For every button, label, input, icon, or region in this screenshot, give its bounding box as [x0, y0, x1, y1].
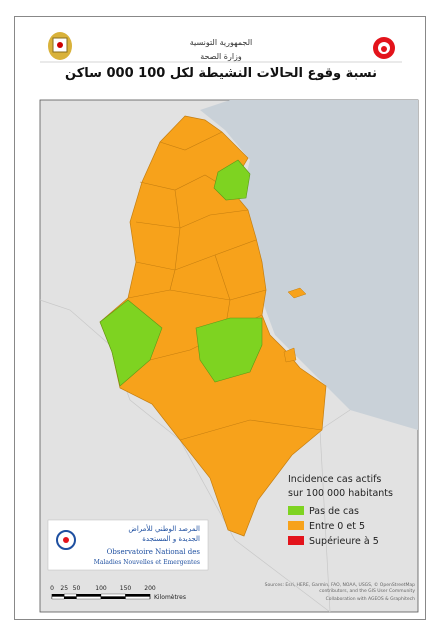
- scale-segment: [100, 593, 126, 597]
- scale-segment: [125, 596, 151, 600]
- scale-label: 200: [144, 585, 156, 592]
- legend-label: Supérieure à 5: [309, 536, 379, 547]
- legend-label: Entre 0 et 5: [309, 521, 365, 532]
- scale-segment: [51, 596, 65, 600]
- scale-label: 25: [60, 585, 68, 592]
- zaghouan-region: [213, 159, 251, 201]
- observatory-icon: [56, 530, 76, 550]
- kebili-region: [195, 317, 263, 383]
- observatory-arabic: المرصد الوطني للأمراض: [128, 524, 200, 533]
- credits: Collaboration with AGEOS & Graphitech: [326, 596, 416, 602]
- tozeur-region: [99, 299, 163, 387]
- observatory-arabic: الجديدة و المستجدة: [142, 535, 200, 543]
- emblem-left: [48, 32, 72, 60]
- legend-title: Incidence cas actifs: [288, 474, 381, 485]
- legend: Pas de cas Entre 0 et 5 Supérieure à 5: [288, 506, 379, 547]
- scale-segment: [64, 596, 77, 599]
- legend-title: sur 100 000 habitants: [288, 488, 393, 499]
- scale-segment: [52, 594, 65, 597]
- scale-segment: [101, 596, 126, 599]
- scale-segment: [64, 593, 77, 597]
- credits: contributors, and the GIS User Community: [319, 588, 415, 594]
- scale-unit: Kilomètres: [154, 594, 186, 601]
- header-country: الجمهورية التونسية: [189, 38, 253, 47]
- scale-segment: [76, 596, 102, 600]
- observatory-icon: [63, 537, 69, 543]
- scale-segment: [125, 594, 150, 597]
- map-title: نسبة وقوع الحالات النشيطة لكل 100 000 سا…: [65, 66, 377, 81]
- observatory-box: [47, 519, 209, 571]
- sea: [200, 100, 418, 430]
- scale-bar: 0 25 50 100 150 200 Kilomètres: [50, 585, 186, 601]
- scale-segment: [76, 594, 101, 597]
- observatory-french: Observatoire National des: [107, 548, 201, 556]
- logo-right: [373, 37, 395, 59]
- observatory-french: Maladies Nouvelles et Emergentes: [94, 559, 200, 566]
- djerba: [283, 347, 297, 363]
- scale-label: 100: [95, 585, 107, 592]
- header-ministry: وزارة الصحة: [200, 52, 242, 61]
- legend-swatch: [288, 521, 304, 530]
- kerkennah: [287, 287, 307, 299]
- legend-label: Pas de cas: [309, 506, 359, 517]
- credits: Sources: Esri, HERE, Garmin, FAO, NOAA, …: [265, 581, 415, 588]
- scale-label: 0: [50, 585, 54, 592]
- frame: [14, 16, 426, 620]
- legend-swatch: [288, 536, 304, 545]
- scale-label: 150: [120, 585, 132, 592]
- legend-swatch: [288, 506, 304, 515]
- scale-label: 50: [73, 585, 81, 592]
